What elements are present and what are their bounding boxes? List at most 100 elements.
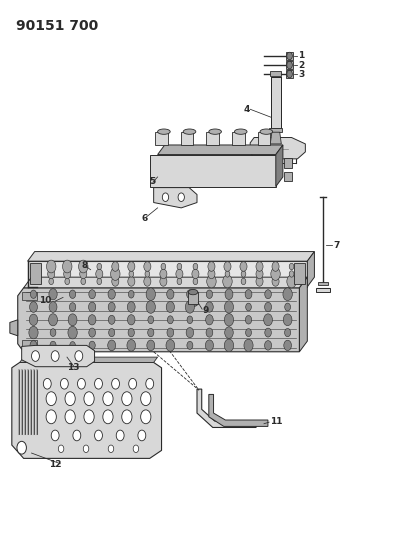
Polygon shape [22,292,37,300]
Ellipse shape [158,129,170,134]
Circle shape [111,268,120,280]
Circle shape [127,340,136,351]
Polygon shape [154,188,197,208]
Polygon shape [12,362,162,458]
Circle shape [68,314,77,326]
Circle shape [96,269,103,279]
Circle shape [246,303,251,311]
Circle shape [166,340,175,351]
Circle shape [108,289,115,299]
Circle shape [63,260,72,273]
Polygon shape [316,288,330,292]
Circle shape [284,328,291,337]
Circle shape [193,278,198,285]
Text: 11: 11 [270,417,282,425]
Circle shape [141,410,151,424]
Circle shape [224,262,231,271]
Circle shape [287,70,292,78]
Circle shape [244,339,253,352]
Circle shape [160,277,167,286]
Circle shape [284,340,292,351]
Circle shape [265,302,271,312]
Circle shape [51,351,59,361]
Text: 9: 9 [203,306,209,314]
Polygon shape [299,277,307,352]
Circle shape [264,341,271,350]
Polygon shape [269,128,282,132]
Circle shape [141,392,151,406]
Circle shape [80,269,87,279]
Circle shape [84,410,94,424]
Circle shape [89,302,96,312]
Circle shape [162,193,169,201]
Circle shape [43,378,51,389]
Polygon shape [209,394,268,426]
Circle shape [109,328,115,337]
Bar [286,61,293,69]
Circle shape [127,302,135,312]
Circle shape [128,277,135,286]
Circle shape [48,269,55,279]
Circle shape [128,262,135,271]
Circle shape [205,340,214,351]
Polygon shape [232,132,245,145]
Bar [284,158,292,168]
Circle shape [177,263,182,270]
Circle shape [50,329,56,336]
Ellipse shape [260,129,273,134]
Circle shape [208,262,215,271]
Circle shape [29,326,38,339]
Circle shape [58,445,64,453]
Polygon shape [20,357,158,362]
Polygon shape [188,292,198,304]
Circle shape [65,392,75,406]
Polygon shape [270,71,281,76]
Ellipse shape [234,129,247,134]
Circle shape [161,263,166,270]
Polygon shape [10,320,18,336]
Circle shape [83,445,89,453]
Circle shape [206,328,213,337]
Circle shape [88,314,96,325]
Circle shape [46,260,56,273]
Circle shape [49,302,57,312]
Circle shape [128,314,135,325]
Circle shape [287,61,292,69]
Circle shape [75,351,83,361]
Circle shape [78,260,88,273]
Circle shape [116,430,124,441]
Circle shape [97,278,102,285]
Ellipse shape [188,301,198,306]
Circle shape [225,289,233,300]
Circle shape [89,341,95,350]
Circle shape [69,290,76,298]
Polygon shape [270,132,281,144]
Circle shape [241,278,246,285]
Circle shape [245,329,251,336]
Text: 90151 700: 90151 700 [16,19,98,33]
Circle shape [146,288,156,301]
Circle shape [30,341,37,350]
Circle shape [122,392,132,406]
Circle shape [241,271,246,277]
Circle shape [193,263,198,270]
Circle shape [103,392,113,406]
Polygon shape [28,261,307,287]
Circle shape [17,441,26,454]
Bar [284,172,292,181]
Circle shape [81,278,85,285]
Circle shape [128,328,134,337]
Text: 5: 5 [149,177,155,185]
Circle shape [225,327,233,338]
Circle shape [289,263,294,270]
Circle shape [185,301,194,313]
Polygon shape [250,138,305,159]
Circle shape [287,275,296,288]
Polygon shape [18,288,299,352]
Circle shape [224,339,234,352]
Circle shape [108,445,114,453]
Circle shape [69,303,76,311]
Circle shape [29,314,38,326]
Polygon shape [206,132,219,145]
Circle shape [78,378,85,389]
